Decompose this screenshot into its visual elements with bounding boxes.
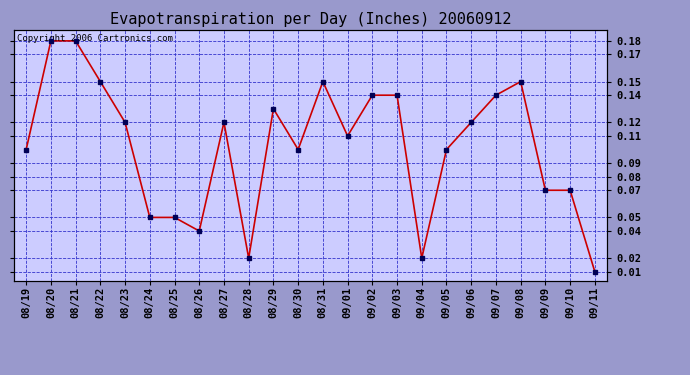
Title: Evapotranspiration per Day (Inches) 20060912: Evapotranspiration per Day (Inches) 2006… <box>110 12 511 27</box>
Text: Copyright 2006 Cartronics.com: Copyright 2006 Cartronics.com <box>17 34 172 43</box>
